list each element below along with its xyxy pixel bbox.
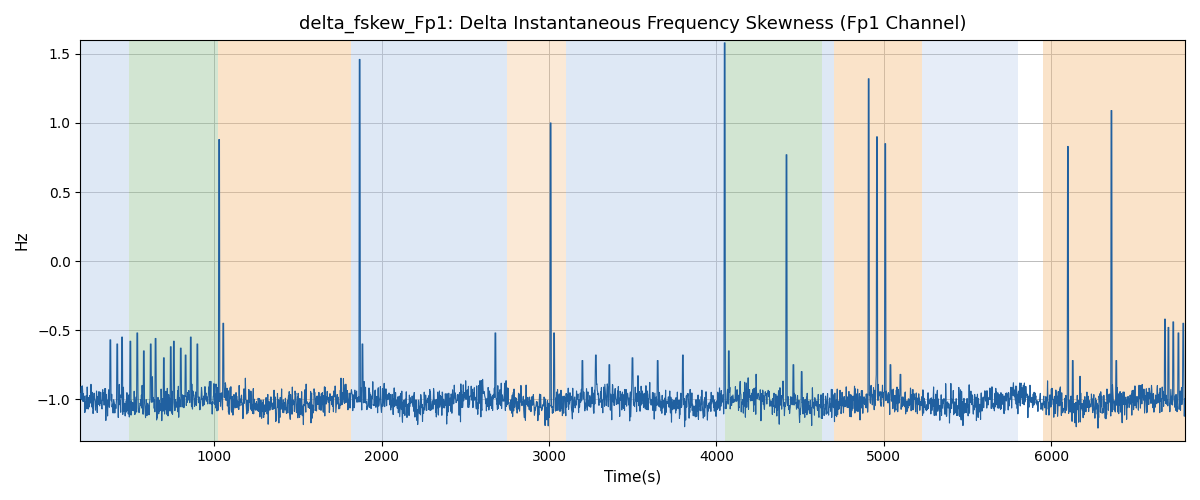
Bar (834, 40, 923, 440)
Bar (508, 40, 565, 440)
Bar (725, 40, 822, 440)
Bar (923, 40, 1018, 440)
Bar (217, 40, 352, 440)
Bar (1043, 40, 1184, 440)
Bar (128, 40, 217, 440)
X-axis label: Time(s): Time(s) (604, 470, 661, 485)
Y-axis label: Hz: Hz (14, 230, 30, 250)
Bar (822, 40, 834, 440)
Bar (565, 40, 725, 440)
Bar (352, 40, 508, 440)
Title: delta_fskew_Fp1: Delta Instantaneous Frequency Skewness (Fp1 Channel): delta_fskew_Fp1: Delta Instantaneous Fre… (299, 15, 966, 34)
Bar (80, 40, 128, 440)
